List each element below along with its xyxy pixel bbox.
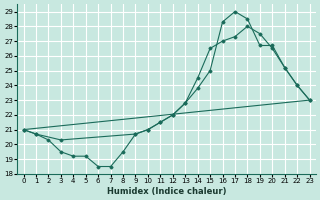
X-axis label: Humidex (Indice chaleur): Humidex (Indice chaleur) [107,187,226,196]
